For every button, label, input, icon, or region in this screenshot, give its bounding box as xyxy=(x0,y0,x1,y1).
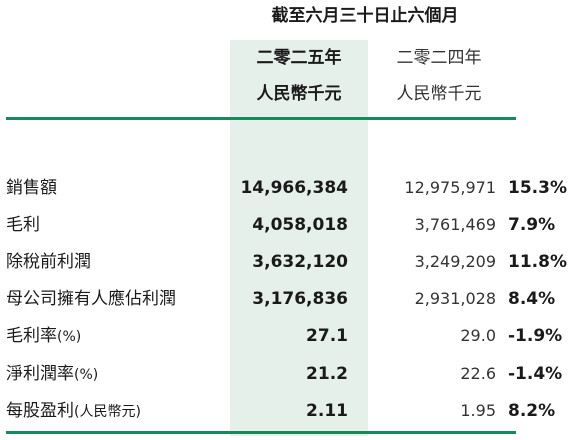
current-year-unit: 人民幣千元 xyxy=(256,84,342,104)
current-value: 27.1 xyxy=(306,326,348,346)
table-row-gross-margin: 毛利率(%) 27.1 29.0 -1.9% xyxy=(0,318,573,354)
row-label: 母公司擁有人應佔利潤 xyxy=(6,289,176,309)
table-row-sales: 銷售額 14,966,384 12,975,971 15.3% xyxy=(0,170,573,206)
table-row-eps: 每股盈利(人民幣元) 2.11 1.95 8.2% xyxy=(0,393,573,429)
row-label: 每股盈利(人民幣元) xyxy=(6,401,141,421)
row-label: 淨利潤率(%) xyxy=(6,364,99,384)
header-divider xyxy=(6,117,516,120)
row-label: 毛利 xyxy=(6,215,40,235)
current-value: 4,058,018 xyxy=(252,215,348,235)
previous-value: 29.0 xyxy=(460,326,496,345)
period-heading: 截至六月三十日止六個月 xyxy=(271,6,459,26)
previous-year-label: 二零二四年 xyxy=(396,48,482,68)
current-year-label: 二零二五年 xyxy=(256,48,342,68)
change-value: 8.4% xyxy=(508,289,556,309)
change-value: 11.8% xyxy=(508,252,567,272)
previous-value: 2,931,028 xyxy=(414,289,496,308)
previous-year-header: 二零二四年 人民幣千元 xyxy=(370,40,508,112)
current-value: 3,176,836 xyxy=(252,289,348,309)
previous-year-unit: 人民幣千元 xyxy=(396,84,482,104)
row-label: 除稅前利潤 xyxy=(6,252,91,272)
row-label: 銷售額 xyxy=(6,178,57,198)
change-value: -1.9% xyxy=(508,326,563,346)
row-label: 毛利率(%) xyxy=(6,326,82,346)
previous-value: 1.95 xyxy=(460,401,496,420)
current-value: 2.11 xyxy=(306,401,348,421)
current-year-highlight xyxy=(230,40,368,436)
change-value: 15.3% xyxy=(508,178,567,198)
table-row-profit-before-tax: 除稅前利潤 3,632,120 3,249,209 11.8% xyxy=(0,244,573,280)
current-value: 21.2 xyxy=(306,364,348,384)
previous-value: 12,975,971 xyxy=(404,178,496,197)
change-value: -1.4% xyxy=(508,364,563,384)
footer-divider xyxy=(6,431,516,434)
table-row-net-margin: 淨利潤率(%) 21.2 22.6 -1.4% xyxy=(0,356,573,392)
current-year-header: 二零二五年 人民幣千元 xyxy=(230,40,368,112)
table-row-gross-profit: 毛利 4,058,018 3,761,469 7.9% xyxy=(0,207,573,243)
change-value: 7.9% xyxy=(508,215,556,235)
previous-value: 3,761,469 xyxy=(414,215,496,234)
previous-value: 3,249,209 xyxy=(414,252,496,271)
current-value: 14,966,384 xyxy=(240,178,348,198)
previous-value: 22.6 xyxy=(460,364,496,383)
change-value: 8.2% xyxy=(508,401,556,421)
table-row-profit-attributable: 母公司擁有人應佔利潤 3,176,836 2,931,028 8.4% xyxy=(0,281,573,317)
current-value: 3,632,120 xyxy=(252,252,348,272)
